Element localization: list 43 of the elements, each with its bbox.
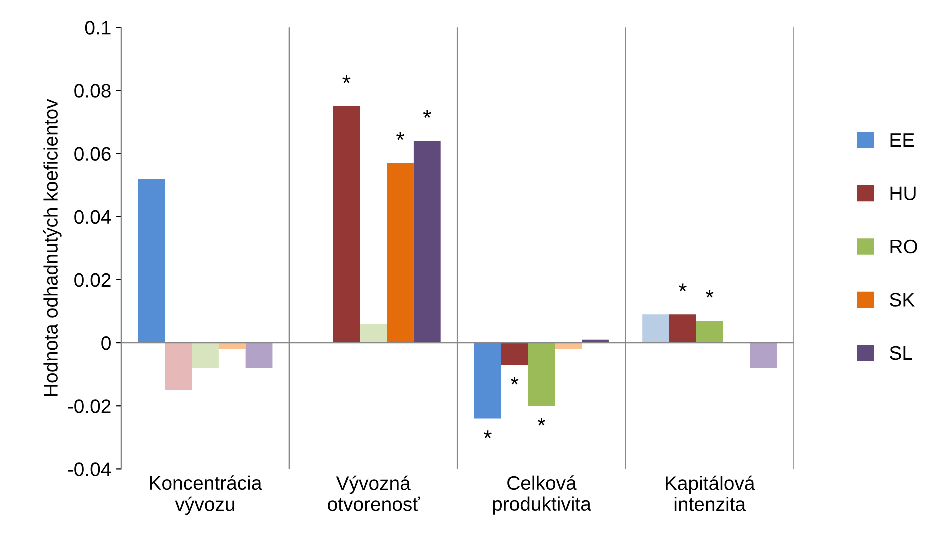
y-tick-label: 0.04 bbox=[74, 210, 112, 224]
data-label: * bbox=[342, 76, 351, 84]
y-tick-label: -0.04 bbox=[68, 462, 112, 476]
data-label: * bbox=[396, 132, 404, 140]
bar bbox=[750, 343, 778, 368]
legend-label: SK bbox=[890, 293, 915, 307]
legend-label: RO bbox=[890, 240, 918, 254]
bar bbox=[501, 343, 528, 366]
bar bbox=[246, 343, 273, 368]
bar bbox=[642, 314, 670, 344]
y-tick-label: 0.02 bbox=[74, 273, 111, 288]
bar bbox=[555, 343, 582, 350]
x-tick-label: Koncentrácia vývozu bbox=[150, 476, 262, 516]
data-label: * bbox=[423, 110, 432, 118]
bar bbox=[414, 141, 441, 344]
bar bbox=[528, 343, 556, 406]
y-tick-label: 0.1 bbox=[85, 21, 111, 35]
bar bbox=[474, 343, 502, 419]
data-label: * bbox=[538, 418, 546, 426]
bar bbox=[387, 163, 414, 344]
bar bbox=[696, 320, 724, 344]
data-label: * bbox=[706, 290, 714, 298]
y-tick-label: -0.02 bbox=[68, 400, 111, 414]
bar bbox=[192, 343, 219, 368]
x-tick-label: Kapitálová intenzita bbox=[666, 476, 756, 512]
bar bbox=[360, 324, 388, 344]
x-tick-label: Vývozná otvorenosť bbox=[328, 476, 420, 512]
y-tick-label: 0 bbox=[102, 336, 111, 350]
legend-label: HU bbox=[890, 186, 916, 200]
data-label: * bbox=[510, 376, 519, 385]
bar bbox=[165, 343, 192, 390]
x-tick-label: Celková produktivita bbox=[493, 476, 592, 515]
bar bbox=[669, 314, 696, 344]
y-tick-label: 0.06 bbox=[74, 147, 111, 162]
legend-label: EE bbox=[890, 134, 914, 148]
data-label: * bbox=[678, 284, 687, 292]
y-axis-title: Hodnota odhadnutých koeficientov bbox=[43, 99, 62, 396]
data-label: * bbox=[484, 430, 492, 438]
legend-label: SL bbox=[890, 346, 912, 360]
bar bbox=[138, 179, 166, 344]
y-tick-label: 0.08 bbox=[74, 84, 111, 98]
bar bbox=[333, 106, 360, 344]
bar bbox=[218, 343, 246, 350]
